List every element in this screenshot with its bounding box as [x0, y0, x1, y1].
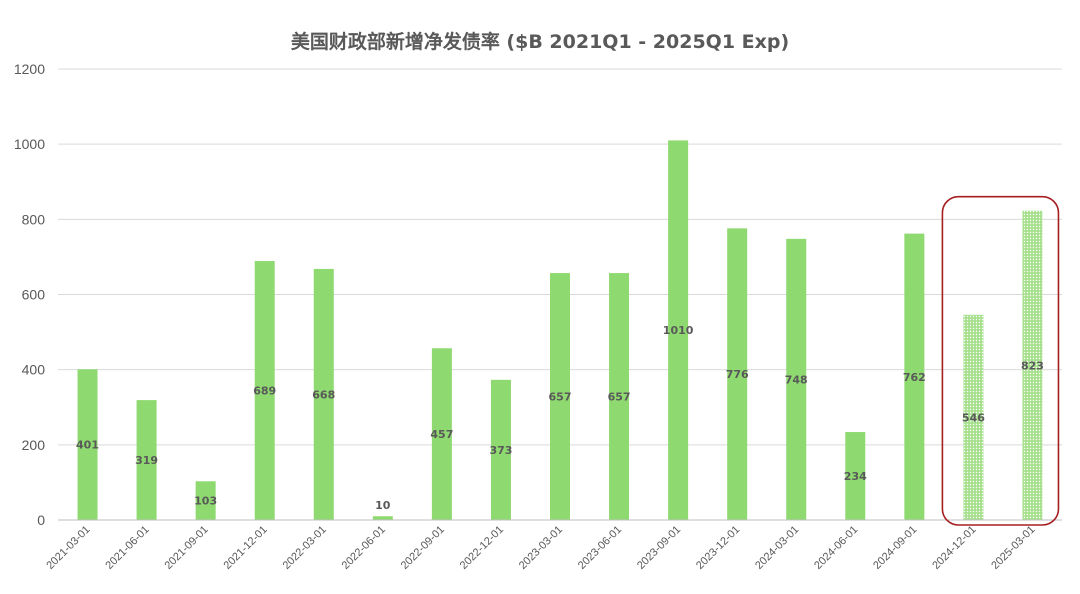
x-tick-label: 2023-12-01 — [694, 524, 742, 572]
y-tick-label: 400 — [22, 362, 46, 378]
x-tick-label: 2024-09-01 — [871, 524, 919, 572]
data-label: 103 — [194, 495, 217, 508]
bar — [490, 379, 511, 520]
expected-highlight-box — [941, 195, 1060, 526]
bar — [845, 432, 866, 520]
data-label: 10 — [375, 499, 391, 512]
data-label: 1010 — [663, 324, 694, 337]
data-label: 373 — [489, 444, 512, 457]
y-tick-label: 1200 — [14, 61, 45, 77]
data-label: 319 — [135, 454, 158, 467]
x-tick-label: 2022-03-01 — [281, 524, 329, 572]
x-tick-label: 2024-03-01 — [753, 524, 801, 572]
bar — [727, 228, 748, 520]
expected-highlight — [941, 195, 1060, 526]
y-tick-label: 200 — [22, 437, 46, 453]
bar-expected — [1022, 210, 1043, 521]
y-axis: 0 200 400 600 800 1000 1200 — [14, 61, 45, 528]
x-tick-label: 2023-03-01 — [517, 524, 565, 572]
bar-expected — [963, 314, 984, 520]
bar — [77, 369, 98, 520]
bar — [786, 238, 807, 521]
x-tick-label: 2023-06-01 — [576, 524, 624, 572]
bar — [313, 268, 334, 520]
x-tick-label: 2022-06-01 — [340, 524, 388, 572]
bar — [609, 273, 630, 520]
x-tick-label: 2021-09-01 — [162, 524, 210, 572]
bar — [372, 516, 393, 520]
bars — [77, 140, 1043, 521]
y-tick-label: 600 — [22, 287, 46, 303]
data-label: 234 — [844, 470, 867, 483]
data-label: 748 — [785, 373, 808, 386]
data-label: 762 — [903, 371, 926, 384]
bar — [904, 233, 925, 521]
data-label: 668 — [312, 388, 335, 401]
bar — [431, 348, 452, 520]
x-tick-label: 2022-09-01 — [399, 524, 447, 572]
bar — [550, 273, 570, 520]
bar — [668, 140, 689, 521]
data-labels: 401 319 103 689 668 10 457 373 657 657 1010 776 748 2… — [76, 324, 1044, 512]
y-tick-label: 1000 — [14, 136, 45, 152]
y-tick-label: 0 — [37, 512, 45, 528]
x-tick-label: 2022-12-01 — [458, 524, 506, 572]
bar — [136, 400, 157, 520]
data-label: 657 — [608, 391, 631, 404]
x-tick-label: 2021-06-01 — [103, 524, 151, 572]
bar — [254, 261, 275, 520]
data-label: 657 — [549, 391, 572, 404]
bar — [195, 481, 216, 520]
x-tick-label: 2021-12-01 — [222, 524, 270, 572]
x-tick-label: 2024-12-01 — [930, 524, 978, 572]
data-label: 401 — [76, 439, 99, 452]
data-label: 776 — [726, 368, 749, 381]
x-axis: 2021-03-01 2021-06-01 2021-09-01 2021-12-01… — [44, 519, 1062, 572]
data-label: 457 — [430, 428, 453, 441]
x-tick-label: 2025-03-01 — [989, 524, 1037, 572]
x-tick-label: 2023-09-01 — [635, 524, 683, 572]
data-label: 546 — [962, 411, 985, 424]
data-label: 823 — [1021, 359, 1044, 372]
x-tick-label: 2024-06-01 — [812, 524, 860, 572]
data-label: 689 — [253, 385, 276, 398]
y-tick-label: 800 — [22, 211, 46, 227]
x-tick-label: 2021-03-01 — [44, 524, 92, 572]
chart-title: 美国财政部新增净发债率 ($B 2021Q1 - 2025Q1 Exp) — [291, 30, 789, 53]
